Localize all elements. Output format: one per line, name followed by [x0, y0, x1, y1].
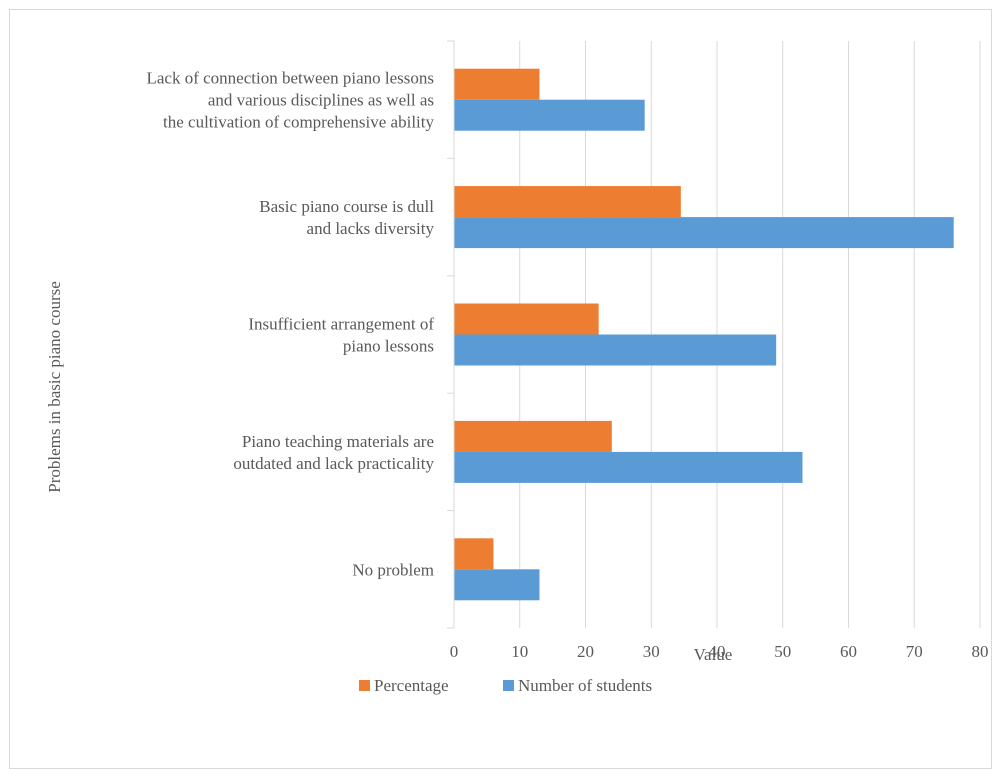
x-tick-label: 80 [972, 642, 989, 661]
bar-number-of-students [454, 99, 645, 131]
bars [454, 68, 954, 601]
bar-number-of-students [454, 217, 954, 249]
category-label: Lack of connection between piano lessons [147, 69, 435, 88]
bar-percentage [454, 420, 612, 452]
category-label: No problem [352, 560, 434, 579]
x-tick-label: 20 [577, 642, 594, 661]
x-tick-label: 0 [450, 642, 459, 661]
category-label: piano lessons [343, 337, 434, 356]
x-tick-label: 30 [643, 642, 660, 661]
category-label: Basic piano course is dull [259, 197, 434, 216]
category-label: Insufficient arrangement of [248, 315, 434, 334]
y-axis-title: Problems in basic piano course [45, 281, 64, 493]
bar-number-of-students [454, 569, 540, 601]
x-tick-label: 50 [774, 642, 791, 661]
legend-swatch-percentage [359, 680, 370, 691]
x-tick-label: 60 [840, 642, 857, 661]
bar-percentage [454, 186, 681, 218]
x-tick-label: 40 [709, 642, 726, 661]
bar-percentage [454, 538, 494, 570]
x-axis-title: Value [694, 645, 733, 664]
category-label: the cultivation of comprehensive ability [163, 113, 434, 132]
chart-frame: 0 10 20 30 40 50 60 70 80 Lack of connection bet… [9, 9, 992, 769]
bar-number-of-students [454, 334, 777, 366]
category-label: outdated and lack practicality [233, 454, 434, 473]
x-tick-labels: 0 10 20 30 40 50 60 70 80 [450, 642, 989, 661]
category-label: and various disciplines as well as [208, 91, 434, 110]
legend-label-number-of-students: Number of students [518, 676, 652, 695]
legend-label-percentage: Percentage [374, 676, 449, 695]
bar-percentage [454, 68, 540, 100]
legend: Percentage Number of students [359, 676, 652, 695]
axes [447, 40, 455, 629]
bar-number-of-students [454, 451, 803, 483]
bar-chart: 0 10 20 30 40 50 60 70 80 Lack of connection bet… [45, 40, 989, 695]
category-labels: Lack of connection between piano lessons… [147, 69, 435, 580]
bar-percentage [454, 303, 599, 335]
x-tick-label: 10 [511, 642, 528, 661]
category-label: Piano teaching materials are [242, 432, 434, 451]
x-tick-label: 70 [906, 642, 923, 661]
legend-swatch-number-of-students [503, 680, 514, 691]
category-label: and lacks diversity [307, 219, 435, 238]
